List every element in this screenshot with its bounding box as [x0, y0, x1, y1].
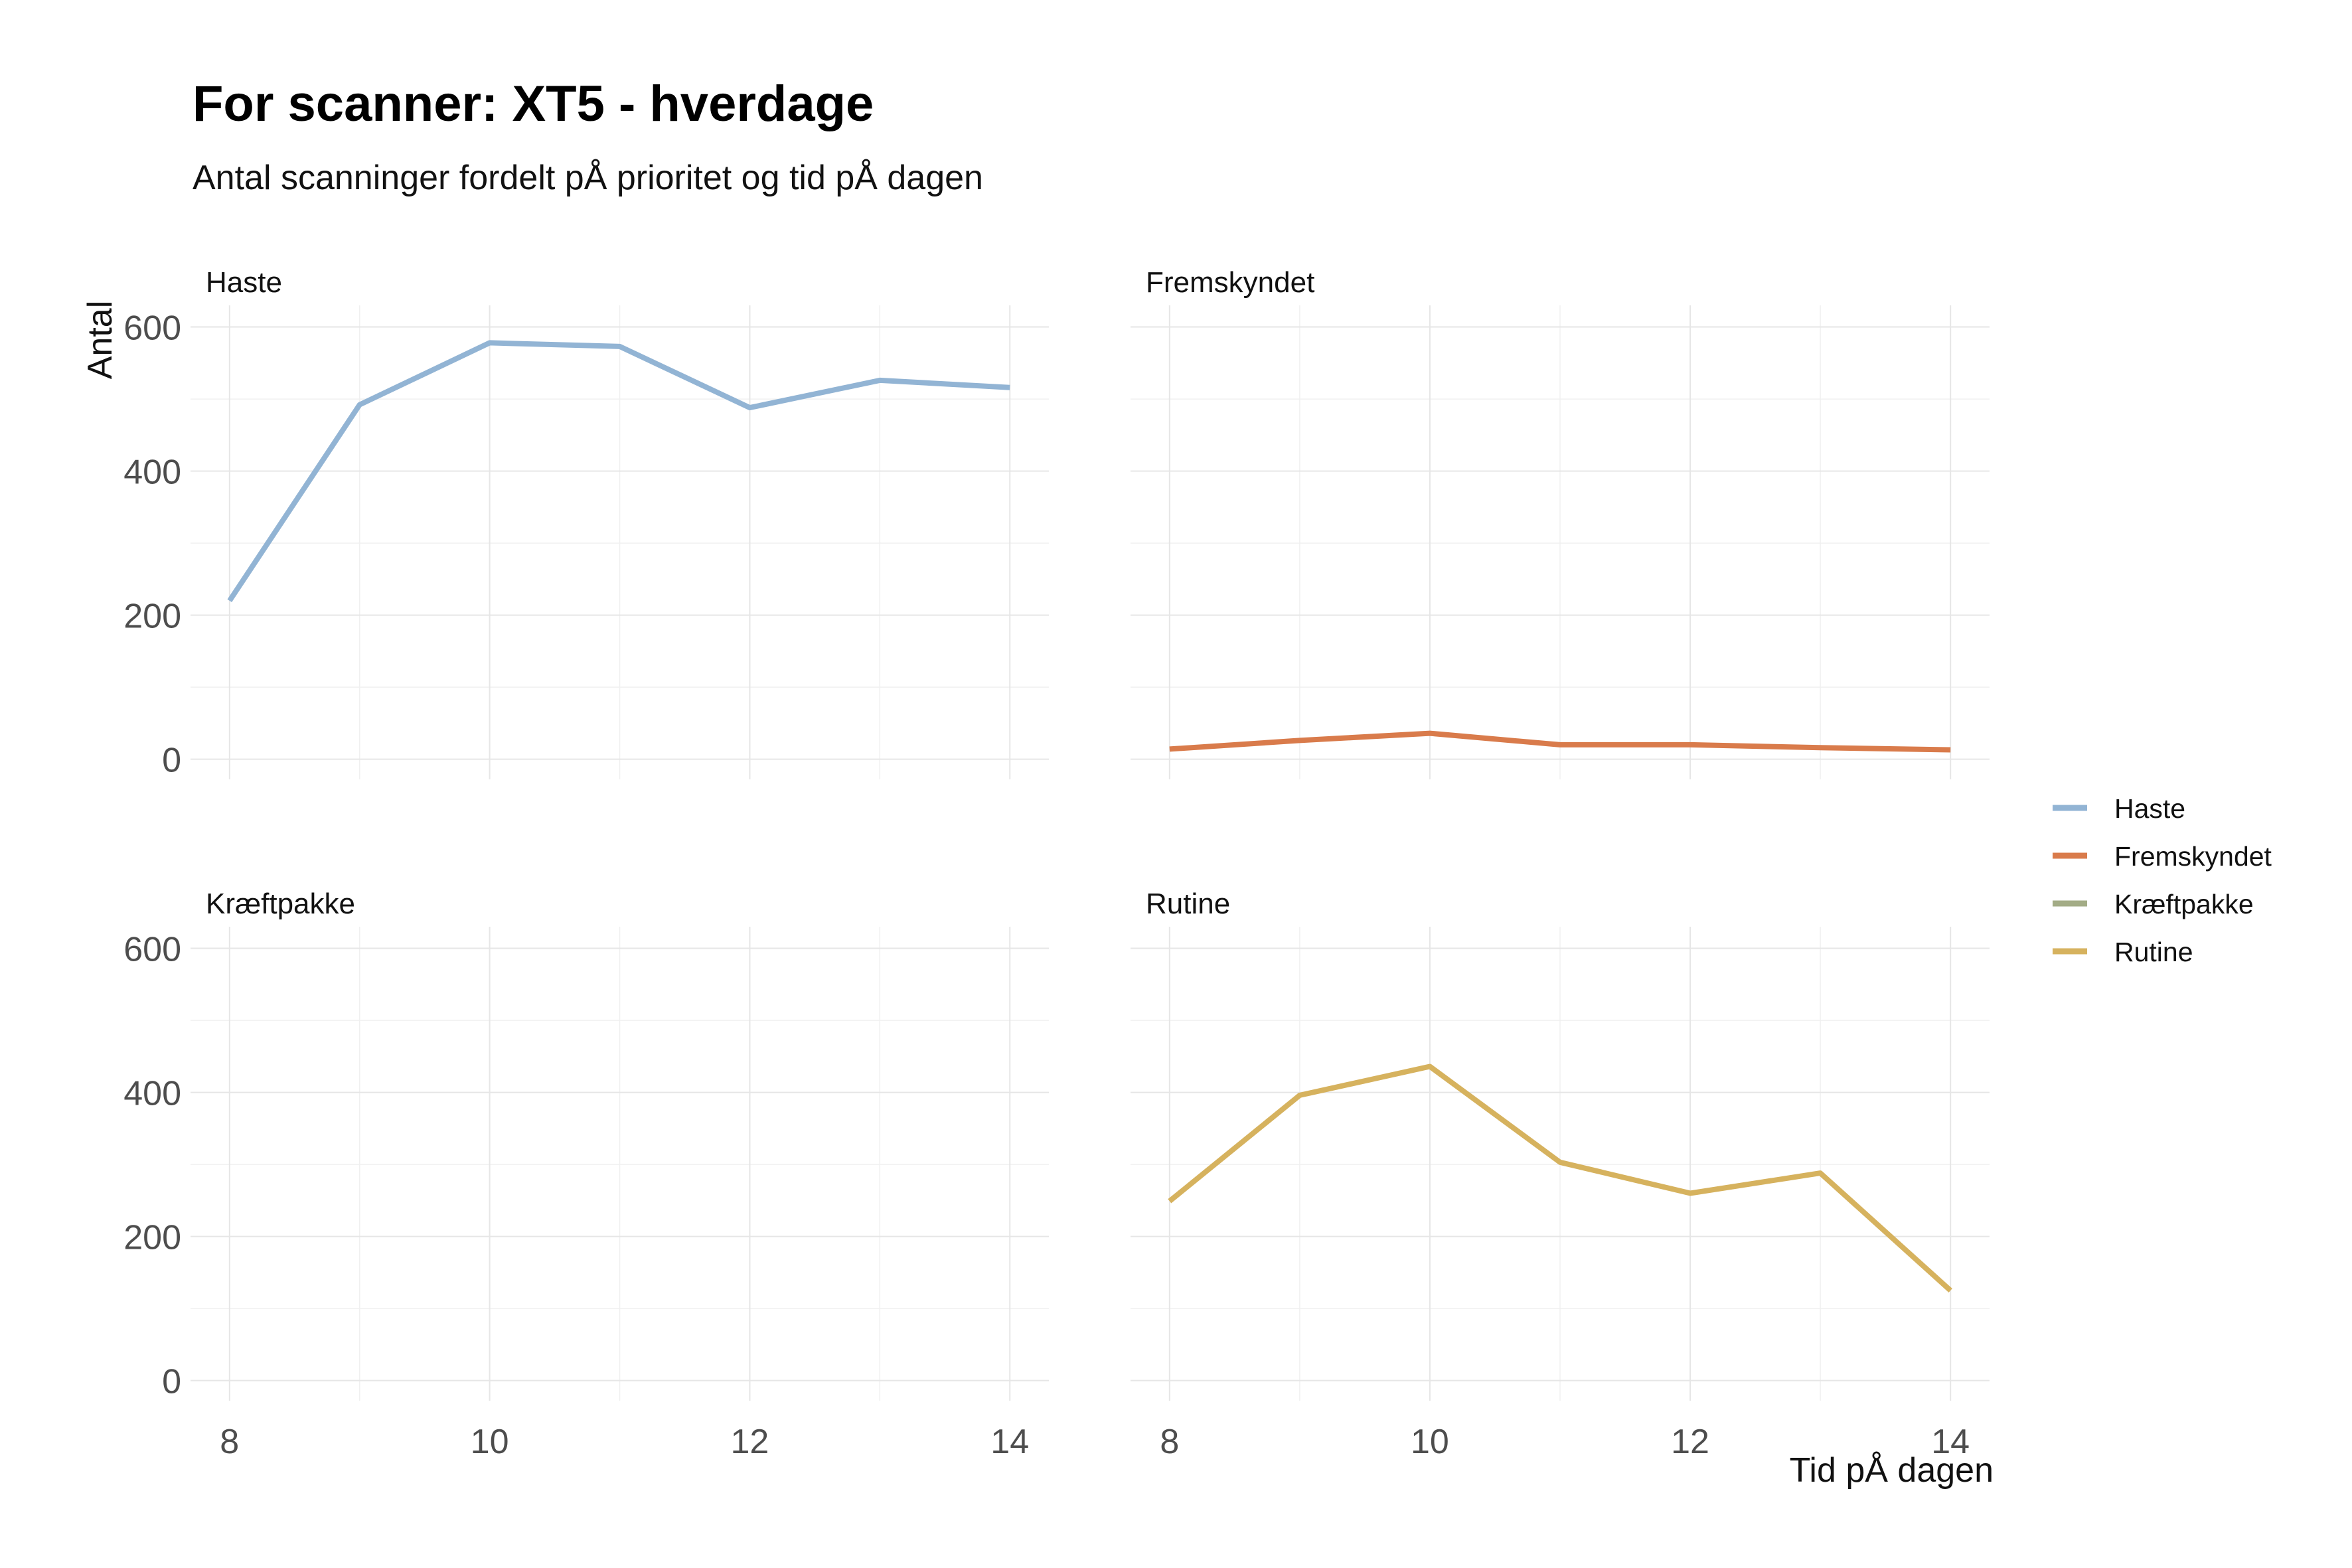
legend: Haste Fremskyndet Kræftpakke Rutine	[2053, 793, 2272, 967]
y-tick-label: 600	[123, 931, 181, 969]
legend-label-haste: Haste	[2114, 793, 2185, 824]
chart-title: For scanner: XT5 - hverdage	[193, 76, 874, 132]
panel-fremskyndet: Fremskyndet	[1131, 266, 1990, 779]
x-tick-label: 10	[471, 1423, 509, 1461]
y-tick-label: 0	[162, 1363, 181, 1401]
y-tick-label: 400	[123, 453, 181, 492]
x-axis-title: Tid pÅ dagen	[1790, 1451, 1994, 1490]
legend-item-haste: Haste	[2053, 793, 2185, 824]
strip-label-haste: Haste	[206, 266, 282, 299]
x-tick-label: 12	[1671, 1423, 1709, 1461]
x-tick-label: 10	[1411, 1423, 1449, 1461]
y-axis-title: Antal	[81, 301, 119, 380]
strip-label-kr-ftpakke: Kræftpakke	[206, 888, 355, 920]
facet-panels: Haste 0 200 400 600 Fremskyndet Kræftpakke 0 200…	[123, 266, 1990, 1461]
legend-label-rutine: Rutine	[2114, 937, 2193, 967]
legend-item-fremskyndet: Fremskyndet	[2053, 841, 2272, 872]
legend-item-rutine: Rutine	[2053, 937, 2193, 967]
strip-label-rutine: Rutine	[1146, 888, 1230, 920]
y-tick-label: 600	[123, 309, 181, 348]
legend-item-kr-ftpakke: Kræftpakke	[2053, 889, 2254, 919]
series-line-haste	[227, 340, 1010, 603]
legend-label-fremskyndet: Fremskyndet	[2114, 841, 2272, 872]
strip-label-fremskyndet: Fremskyndet	[1146, 266, 1314, 299]
panel-kr-ftpakke: Kræftpakke 0 200 400 600 8 10 12 14	[123, 888, 1049, 1461]
x-tick-label: 8	[1160, 1423, 1179, 1461]
panel-rutine: Rutine 8 10 12 14	[1131, 888, 1990, 1461]
y-tick-label: 200	[123, 597, 181, 636]
x-tick-label: 12	[730, 1423, 769, 1461]
x-tick-label: 14	[1931, 1423, 1970, 1461]
y-tick-label: 0	[162, 742, 181, 780]
x-tick-label: 14	[990, 1423, 1029, 1461]
series-line-fremskyndet	[1169, 730, 1951, 753]
y-tick-label: 400	[123, 1075, 181, 1113]
y-tick-label: 200	[123, 1219, 181, 1257]
x-tick-label: 8	[220, 1423, 239, 1461]
panel-haste: Haste 0 200 400 600	[123, 266, 1049, 780]
chart-subtitle: Antal scanninger fordelt pÅ prioritet og…	[193, 159, 983, 197]
legend-label-kr-ftpakke: Kræftpakke	[2114, 889, 2254, 919]
series-line-rutine	[1168, 1063, 1952, 1293]
